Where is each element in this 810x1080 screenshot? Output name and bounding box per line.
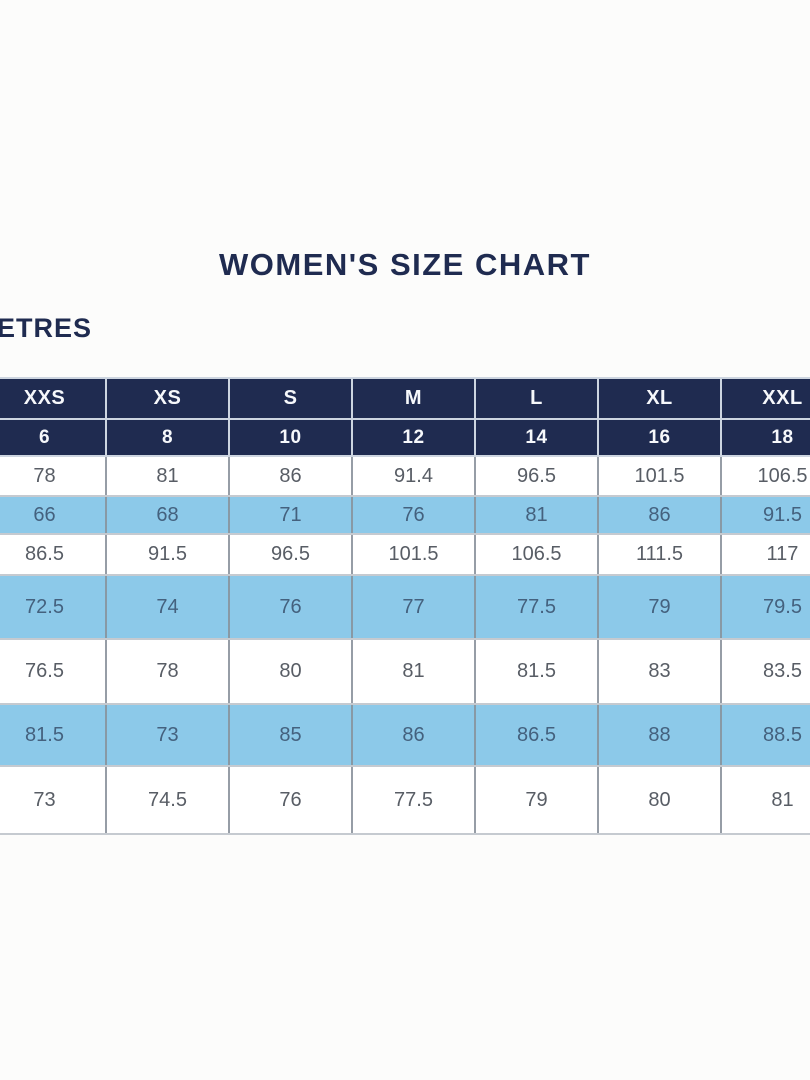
units-label: ETRES	[0, 313, 93, 343]
measurement-cell: 80	[228, 638, 353, 705]
size-header-cell: L	[474, 377, 599, 420]
table-row: 66 68 71 76 81 86 91.5	[0, 495, 810, 535]
measurement-cell: 81.5	[0, 703, 107, 767]
measurement-cell: 81.5	[474, 638, 599, 705]
measurement-cell: 96.5	[228, 533, 353, 576]
measurement-cell: 86	[228, 455, 353, 497]
table-row: 81.5 73 85 86 86.5 88 88.5	[0, 703, 810, 767]
measurement-cell: 88.5	[720, 703, 810, 767]
size-header-cell: S	[228, 377, 353, 420]
size-header-cell: XXS	[0, 377, 107, 420]
measurement-cell: 74.5	[105, 765, 230, 835]
numeric-size-cell: 8	[105, 418, 230, 457]
numeric-size-cell: 12	[351, 418, 476, 457]
measurement-cell: 111.5	[597, 533, 722, 576]
measurement-cell: 76.5	[0, 638, 107, 705]
size-header-cell: XL	[597, 377, 722, 420]
table-row: 76.5 78 80 81 81.5 83 83.5	[0, 638, 810, 705]
measurement-cell: 86	[351, 703, 476, 767]
measurement-cell: 77.5	[474, 574, 599, 640]
measurement-cell: 76	[228, 574, 353, 640]
measurement-cell: 101.5	[597, 455, 722, 497]
measurement-cell: 81	[105, 455, 230, 497]
table-row: 72.5 74 76 77 77.5 79 79.5	[0, 574, 810, 640]
measurement-cell: 80	[597, 765, 722, 835]
measurement-cell: 81	[474, 495, 599, 535]
measurement-cell: 66	[0, 495, 107, 535]
numeric-size-cell: 10	[228, 418, 353, 457]
measurement-cell: 91.5	[105, 533, 230, 576]
measurement-cell: 91.4	[351, 455, 476, 497]
measurement-cell: 81	[351, 638, 476, 705]
table-row: XXS XS S M L XL XXL	[0, 377, 810, 420]
measurement-cell: 78	[0, 455, 107, 497]
measurement-cell: 96.5	[474, 455, 599, 497]
measurement-cell: 86	[597, 495, 722, 535]
size-chart-table: XXS XS S M L XL XXL 6 8 10 12 14 16 18 78 81 86 91.4 96.5 1…	[0, 377, 810, 835]
measurement-cell: 74	[105, 574, 230, 640]
numeric-size-cell: 6	[0, 418, 107, 457]
numeric-size-cell: 14	[474, 418, 599, 457]
table-row: 86.5 91.5 96.5 101.5 106.5 111.5 117	[0, 533, 810, 576]
measurement-cell: 71	[228, 495, 353, 535]
measurement-cell: 76	[351, 495, 476, 535]
measurement-cell: 86.5	[0, 533, 107, 576]
measurement-cell: 117	[720, 533, 810, 576]
measurement-cell: 106.5	[474, 533, 599, 576]
size-header-cell: XS	[105, 377, 230, 420]
measurement-cell: 106.5	[720, 455, 810, 497]
size-header-cell: M	[351, 377, 476, 420]
table-row: 78 81 86 91.4 96.5 101.5 106.5	[0, 455, 810, 497]
measurement-cell: 77.5	[351, 765, 476, 835]
measurement-cell: 76	[228, 765, 353, 835]
table-row: 6 8 10 12 14 16 18	[0, 418, 810, 457]
measurement-cell: 83.5	[720, 638, 810, 705]
measurement-cell: 79.5	[720, 574, 810, 640]
measurement-cell: 79	[597, 574, 722, 640]
measurement-cell: 83	[597, 638, 722, 705]
measurement-cell: 85	[228, 703, 353, 767]
size-chart-table-wrap: XXS XS S M L XL XXL 6 8 10 12 14 16 18 78 81 86 91.4 96.5 1…	[0, 377, 810, 835]
measurement-cell: 72.5	[0, 574, 107, 640]
page-title: WOMEN'S SIZE CHART	[219, 247, 591, 282]
measurement-cell: 88	[597, 703, 722, 767]
measurement-cell: 78	[105, 638, 230, 705]
measurement-cell: 79	[474, 765, 599, 835]
measurement-cell: 77	[351, 574, 476, 640]
measurement-cell: 101.5	[351, 533, 476, 576]
measurement-cell: 73	[105, 703, 230, 767]
table-row: 73 74.5 76 77.5 79 80 81	[0, 765, 810, 835]
measurement-cell: 73	[0, 765, 107, 835]
numeric-size-cell: 16	[597, 418, 722, 457]
numeric-size-cell: 18	[720, 418, 810, 457]
measurement-cell: 68	[105, 495, 230, 535]
measurement-cell: 91.5	[720, 495, 810, 535]
measurement-cell: 86.5	[474, 703, 599, 767]
size-header-cell: XXL	[720, 377, 810, 420]
measurement-cell: 81	[720, 765, 810, 835]
